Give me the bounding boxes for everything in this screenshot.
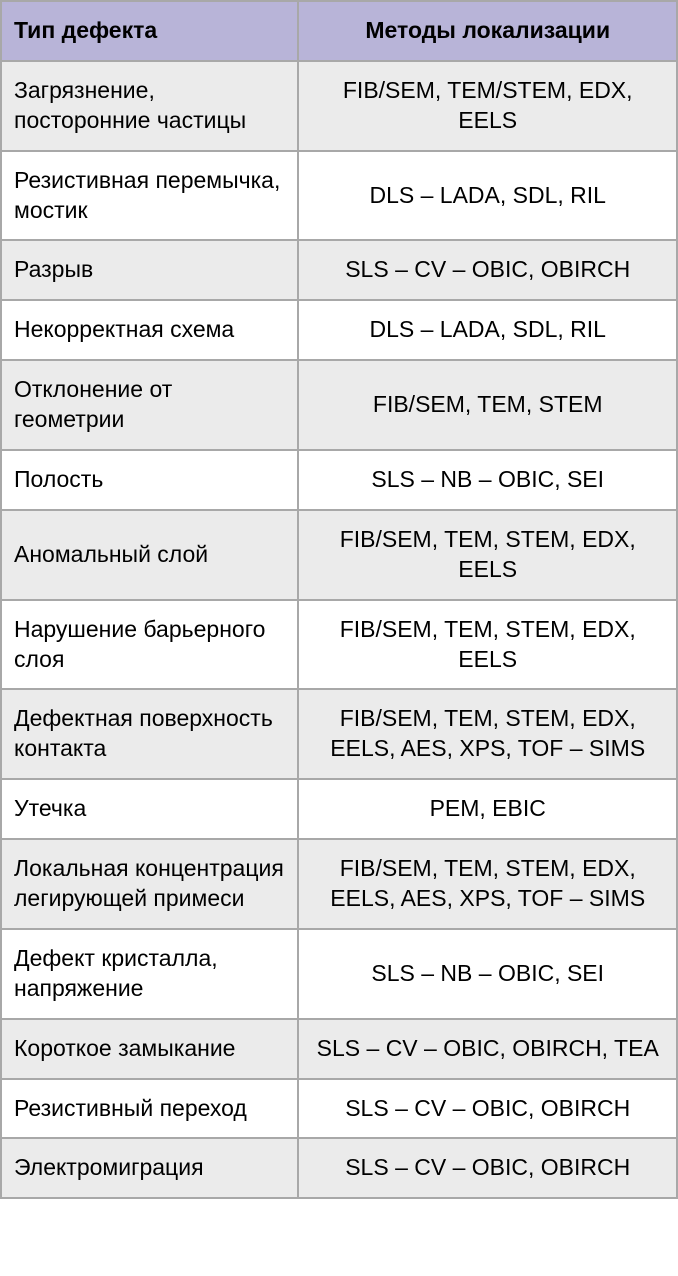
table-row: Утечка PEM, EBIC	[1, 779, 677, 839]
method-cell: FIB/SEM, TEM/STEM, EDX, EELS	[298, 61, 677, 151]
defect-cell: Дефект кристалла, напряжение	[1, 929, 298, 1019]
table-row: Некорректная схема DLS – LADA, SDL, RIL	[1, 300, 677, 360]
defect-cell: Загрязнение, посторонние частицы	[1, 61, 298, 151]
method-cell: SLS – CV – OBIC, OBIRCH	[298, 1079, 677, 1139]
method-cell: DLS – LADA, SDL, RIL	[298, 151, 677, 241]
table-header-row: Тип дефекта Методы локализации	[1, 1, 677, 61]
method-cell: DLS – LADA, SDL, RIL	[298, 300, 677, 360]
method-cell: FIB/SEM, TEM, STEM	[298, 360, 677, 450]
defect-cell: Резистивная перемычка, мостик	[1, 151, 298, 241]
method-cell: FIB/SEM, TEM, STEM, EDX, EELS	[298, 600, 677, 690]
defect-cell: Утечка	[1, 779, 298, 839]
table-row: Нарушение барьерного слоя FIB/SEM, TEM, …	[1, 600, 677, 690]
table-row: Резистивная перемычка, мостик DLS – LADA…	[1, 151, 677, 241]
defect-cell: Резистивный переход	[1, 1079, 298, 1139]
defect-cell: Полость	[1, 450, 298, 510]
table-row: Отклонение от геометрии FIB/SEM, TEM, ST…	[1, 360, 677, 450]
method-cell: FIB/SEM, TEM, STEM, EDX, EELS	[298, 510, 677, 600]
table-row: Локальная концентрация легирующей примес…	[1, 839, 677, 929]
method-cell: FIB/SEM, TEM, STEM, EDX, EELS, AES, XPS,…	[298, 839, 677, 929]
method-cell: PEM, EBIC	[298, 779, 677, 839]
table-row: Дефектная поверхность контакта FIB/SEM, …	[1, 689, 677, 779]
table-row: Разрыв SLS – CV – OBIC, OBIRCH	[1, 240, 677, 300]
method-cell: SLS – CV – OBIC, OBIRCH, TEA	[298, 1019, 677, 1079]
table-body: Загрязнение, посторонние частицы FIB/SEM…	[1, 61, 677, 1198]
defect-cell: Электромиграция	[1, 1138, 298, 1198]
defect-cell: Локальная концентрация легирующей примес…	[1, 839, 298, 929]
method-cell: SLS – CV – OBIC, OBIRCH	[298, 240, 677, 300]
method-cell: FIB/SEM, TEM, STEM, EDX, EELS, AES, XPS,…	[298, 689, 677, 779]
table-row: Дефект кристалла, напряжение SLS – NB – …	[1, 929, 677, 1019]
defect-cell: Дефектная поверхность контакта	[1, 689, 298, 779]
table-row: Резистивный переход SLS – CV – OBIC, OBI…	[1, 1079, 677, 1139]
table-row: Электромиграция SLS – CV – OBIC, OBIRCH	[1, 1138, 677, 1198]
table-row: Полость SLS – NB – OBIC, SEI	[1, 450, 677, 510]
defect-cell: Аномальный слой	[1, 510, 298, 600]
header-localization-methods: Методы локализации	[298, 1, 677, 61]
table-row: Загрязнение, посторонние частицы FIB/SEM…	[1, 61, 677, 151]
defect-cell: Некорректная схема	[1, 300, 298, 360]
defect-cell: Разрыв	[1, 240, 298, 300]
header-defect-type: Тип дефекта	[1, 1, 298, 61]
method-cell: SLS – NB – OBIC, SEI	[298, 450, 677, 510]
defect-cell: Нарушение барьерного слоя	[1, 600, 298, 690]
defect-cell: Короткое замыкание	[1, 1019, 298, 1079]
method-cell: SLS – CV – OBIC, OBIRCH	[298, 1138, 677, 1198]
defect-methods-table: Тип дефекта Методы локализации Загрязнен…	[0, 0, 678, 1199]
table-row: Короткое замыкание SLS – CV – OBIC, OBIR…	[1, 1019, 677, 1079]
table-row: Аномальный слой FIB/SEM, TEM, STEM, EDX,…	[1, 510, 677, 600]
method-cell: SLS – NB – OBIC, SEI	[298, 929, 677, 1019]
defect-cell: Отклонение от геометрии	[1, 360, 298, 450]
